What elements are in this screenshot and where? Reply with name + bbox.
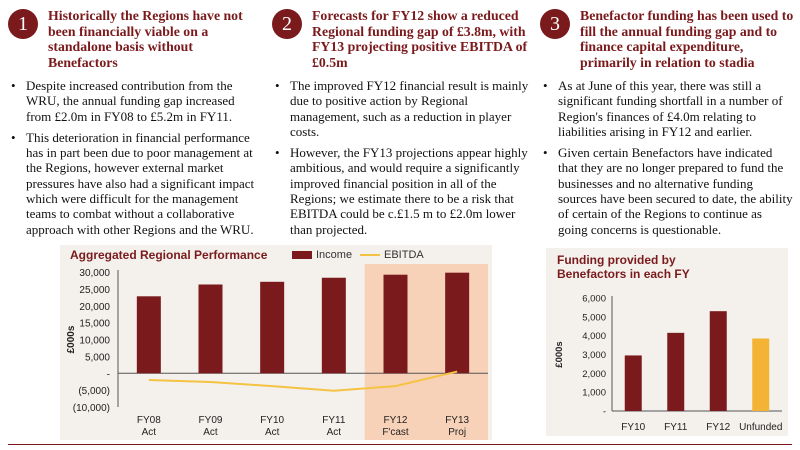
- x-tick-sublabel: Act: [203, 427, 218, 438]
- y-tick-label: 5,000: [85, 352, 110, 363]
- forecast-band: [364, 264, 488, 440]
- section-3-heading: Benefactor funding has been used to fill…: [580, 8, 794, 70]
- section-2-heading: Forecasts for FY12 show a reduced Region…: [312, 8, 528, 70]
- x-tick-label: FY12: [706, 422, 730, 433]
- section-1-heading: Historically the Regions have not been f…: [48, 8, 243, 70]
- bullet: This deterioration in financial performa…: [8, 130, 258, 237]
- funding-bar: [709, 311, 727, 411]
- y-tick-label: 5,000: [582, 312, 606, 323]
- x-tick-label: FY12: [384, 415, 408, 426]
- y-axis-label: £000s: [66, 325, 77, 353]
- bullet: Given certain Benefactors have indicated…: [540, 145, 794, 237]
- section-3-number-badge: 3: [540, 9, 570, 39]
- section-1: 1 Historically the Regions have not been…: [8, 8, 258, 243]
- bullet: However, the FY13 projections appear hig…: [272, 145, 530, 237]
- y-tick-label: 1,000: [582, 388, 606, 399]
- chart-1-title: Aggregated Regional Performance: [70, 248, 268, 262]
- chart-2-plot: 6,000 5,000 4,000 3,000 2,000 1,000 - £000s FY10…: [554, 294, 782, 434]
- chart-2-title: Funding provided by Benefactors in each …: [557, 253, 690, 281]
- y-tick-label: 15,000: [79, 319, 110, 330]
- y-tick-label: (5,000): [78, 386, 110, 397]
- y-tick-label: -: [107, 369, 110, 380]
- y-tick-label: 6,000: [582, 294, 606, 305]
- section-1-bullets: Despite increased contribution from the …: [8, 78, 258, 237]
- legend-income-label: Income: [316, 249, 353, 261]
- section-2-header: 2 Forecasts for FY12 show a reduced Regi…: [272, 8, 530, 70]
- section-3-header: 3 Benefactor funding has been used to fi…: [540, 8, 794, 70]
- income-bar: [445, 272, 470, 374]
- income-bar: [383, 274, 408, 374]
- x-tick-label: Unfunded: [739, 422, 782, 433]
- x-tick-label: FY08: [137, 415, 161, 426]
- section-2-bullets: The improved FY12 financial result is ma…: [272, 78, 530, 237]
- y-tick-label: 25,000: [79, 285, 110, 296]
- y-tick-label: 2,000: [582, 369, 606, 380]
- bullet: The improved FY12 financial result is ma…: [272, 78, 530, 139]
- legend-ebitda-label: EBITDA: [384, 249, 424, 261]
- x-tick-sublabel: F'cast: [382, 427, 409, 438]
- legend-income-swatch: [292, 251, 312, 259]
- x-tick-sublabel: Act: [265, 427, 280, 438]
- y-tick-label: 3,000: [582, 350, 606, 361]
- x-tick-sublabel: Act: [327, 427, 342, 438]
- section-3-bullets: As at June of this year, there was still…: [540, 78, 794, 237]
- benefactor-funding-chart: Funding provided by Benefactors in each …: [546, 248, 788, 436]
- x-tick-label: FY10: [621, 422, 645, 433]
- footer-divider: [8, 444, 792, 445]
- legend-income: Income: [292, 249, 352, 261]
- legend-ebitda-swatch: [360, 254, 380, 256]
- x-tick-label: FY09: [199, 415, 223, 426]
- bullet: As at June of this year, there was still…: [540, 78, 794, 139]
- aggregated-performance-chart: Aggregated Regional Performance Income E…: [60, 245, 492, 440]
- x-tick-sublabel: Act: [142, 427, 157, 438]
- section-3: 3 Benefactor funding has been used to fi…: [540, 8, 794, 243]
- y-tick-label: (10,000): [73, 403, 110, 414]
- y-axis-label: £000s: [554, 341, 565, 367]
- income-bar: [260, 281, 285, 374]
- funding-bar: [667, 332, 685, 411]
- section-2: 2 Forecasts for FY12 show a reduced Regi…: [272, 8, 530, 243]
- x-tick-label: FY11: [322, 415, 346, 426]
- y-tick-label: 30,000: [79, 268, 110, 279]
- y-tick-label: 4,000: [582, 331, 606, 342]
- funding-bar: [624, 355, 642, 411]
- legend-ebitda: EBITDA: [360, 249, 424, 261]
- y-tick-label: -: [603, 407, 606, 418]
- income-bar: [136, 296, 161, 374]
- section-1-number-badge: 1: [8, 9, 38, 39]
- y-tick-label: 10,000: [79, 336, 110, 347]
- ebitda-line: [148, 370, 458, 392]
- x-tick-sublabel: Proj: [448, 427, 466, 438]
- income-bar: [321, 277, 346, 374]
- y-tick-label: 20,000: [79, 302, 110, 313]
- x-tick-label: FY11: [664, 422, 688, 433]
- x-tick-label: FY10: [260, 415, 284, 426]
- section-1-header: 1 Historically the Regions have not been…: [8, 8, 258, 70]
- unfunded-bar: [752, 338, 770, 411]
- x-tick-label: FY13: [445, 415, 469, 426]
- chart-1-plot: 30,000 25,000 20,000 15,000 10,000 5,000 - (5,0…: [66, 264, 488, 440]
- income-bar: [198, 284, 223, 374]
- bullet: Despite increased contribution from the …: [8, 78, 258, 124]
- section-2-number-badge: 2: [272, 9, 302, 39]
